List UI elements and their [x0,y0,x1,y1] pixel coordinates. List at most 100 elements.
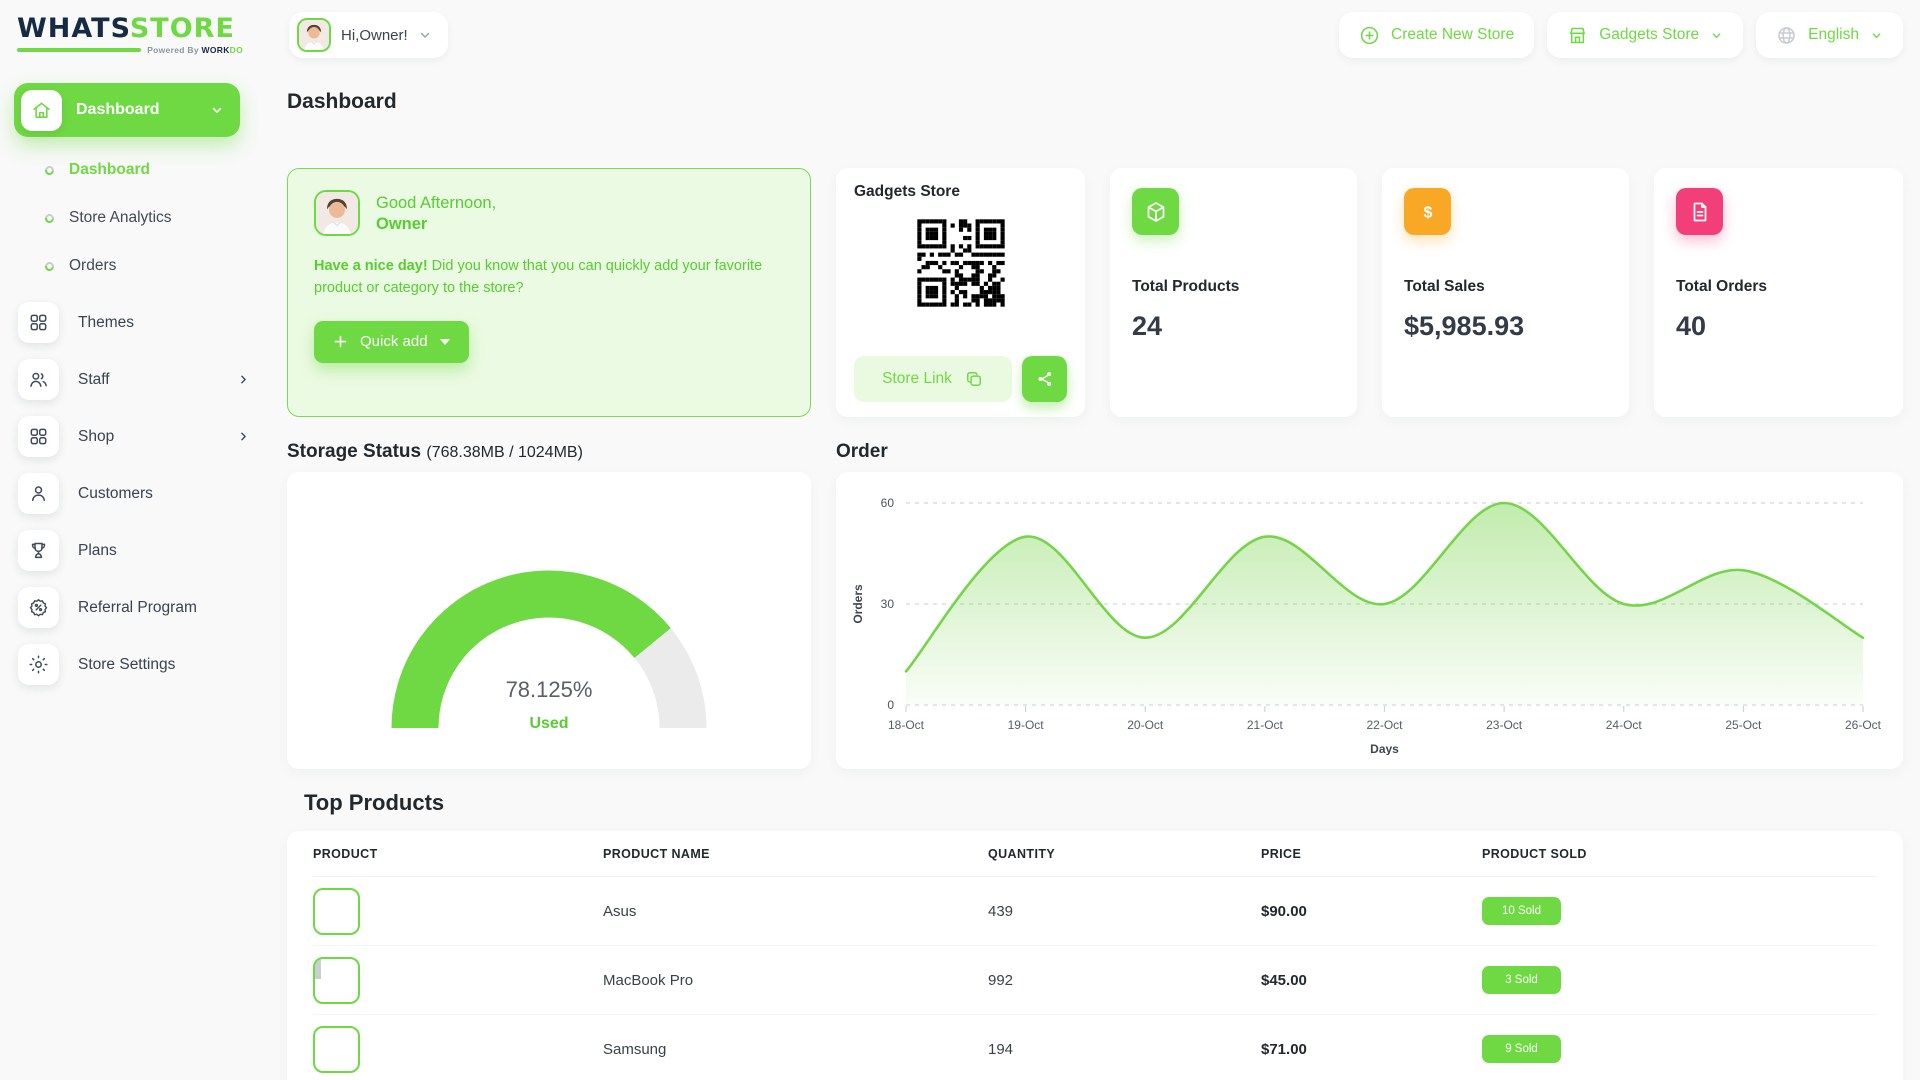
price-cell: $45.00 [1261,971,1307,989]
trophy-icon [18,530,59,571]
chevron-right-icon [237,430,250,443]
user-menu-button[interactable]: Hi,Owner! [289,12,448,58]
sidebar-group-dashboard[interactable]: Dashboard [14,83,240,137]
circle-bullet-icon [43,211,56,225]
sidebar-group-label: Dashboard [76,101,160,118]
brand-name-green: STORE [129,13,235,44]
sidebar-item-plans[interactable]: Plans [14,522,250,579]
stat-card-total-sales: $ Total Sales $5,985.93 [1382,168,1629,417]
stat-card-total-orders: Total Orders 40 [1654,168,1903,417]
user-greeting-label: Hi,Owner! [341,26,408,44]
chevron-down-icon [1870,29,1883,42]
top-bar: WHATSSTORE Powered By WORKDO Hi,Owner! C… [0,0,1920,70]
brand-name-dark: WHATS [17,13,130,44]
copy-icon [964,369,984,389]
sidebar-item-themes[interactable]: Themes [14,294,250,351]
order-heading: Order [836,441,888,462]
sidebar-subitem-orders[interactable]: Orders [14,242,287,290]
circle-bullet-icon [43,259,56,273]
storage-status-heading: Storage Status (768.38MB / 1024MB) [287,441,811,463]
stat-label: Total Orders [1676,278,1768,295]
gear-icon [18,644,59,685]
qr-code-image [908,211,1013,315]
svg-text:Orders: Orders [851,584,865,624]
column-header-price: PRICE [1261,846,1302,861]
fireworks-image [313,1025,360,1073]
home-icon [21,89,62,131]
create-new-store-button[interactable]: Create New Store [1339,12,1535,58]
sidebar-item-staff[interactable]: Staff [14,351,250,408]
store-switcher-button[interactable]: Gadgets Store [1547,12,1744,58]
price-cell: $71.00 [1261,1040,1307,1058]
sidebar-menu: Themes Staff Shop Customers Plans Referr… [14,294,287,693]
main-content: Dashboard Good Afternoon, Owner Have a n… [287,70,1920,1080]
store-qr-card: Gadgets Store Store Link [836,168,1085,417]
share-nodes-icon [1036,370,1054,388]
sidebar-subitem-store-analytics[interactable]: Store Analytics [14,194,287,242]
store-switcher-label: Gadgets Store [1599,26,1700,43]
brand-wordmark: WHATSSTORE [17,15,243,42]
svg-text:19-Oct: 19-Oct [1008,718,1045,732]
create-new-store-label: Create New Store [1391,26,1515,43]
caret-down-icon [439,338,450,345]
svg-text:60: 60 [881,496,895,510]
greeting-message: Have a nice day! Did you know that you c… [314,255,774,300]
product-name-cell: Asus [603,902,637,920]
users-icon [18,359,59,400]
order-area-chart: 0 30 60 18-Oct 19-Oct 20-Oct 21-Oct 22-Oct 23-Oc… [851,496,1882,755]
sidebar-item-shop[interactable]: Shop [14,408,250,465]
table-row: Samsung 194 $71.00 9 Sold [313,1015,1877,1080]
grid-icon [18,302,59,343]
svg-text:23-Oct: 23-Oct [1486,718,1523,732]
store-card-title: Gadgets Store [854,183,960,200]
product-sold-badge: 10 Sold [1482,897,1561,925]
top-bar-actions: Create New Store Gadgets Store English [1339,12,1903,58]
column-header-quantity: QUANTITY [988,846,1056,861]
chevron-down-icon [418,28,432,42]
storage-gauge-chart [391,570,707,729]
avatar [314,190,360,236]
product-sold-badge: 9 Sold [1482,1035,1561,1063]
badge-percent-icon [18,587,59,628]
dollar-icon: $ [1404,188,1451,235]
table-body: Asus 439 $90.00 10 Sold MacBook Pro 992 … [313,877,1877,1080]
svg-text:18-Oct: 18-Oct [888,718,925,732]
table-row: MacBook Pro 992 $45.00 3 Sold [313,946,1877,1015]
greeting-message-bold: Have a nice day! [314,258,428,274]
plus-icon [333,334,348,349]
sidebar-item-customers[interactable]: Customers [14,465,250,522]
chevron-down-icon [1710,29,1723,42]
language-label: English [1808,26,1859,43]
stat-value: $5,985.93 [1404,311,1525,341]
quick-add-button[interactable]: Quick add [314,320,469,363]
brand-tagline: Powered By WORKDO [17,45,243,55]
product-sold-badge: 3 Sold [1482,966,1561,994]
price-cell: $90.00 [1261,902,1307,920]
laptop-image [313,887,360,935]
summary-cards-row: Good Afternoon, Owner Have a nice day! D… [287,168,1903,417]
globe-icon [1776,25,1797,46]
svg-text:30: 30 [881,597,895,611]
greeting-message-rest: Did you know that you can quickly add yo… [314,258,763,297]
sidebar-item-referral-program[interactable]: Referral Program [14,579,250,636]
storefront-icon [1567,25,1588,46]
svg-text:20-Oct: 20-Oct [1127,718,1164,732]
order-chart-card: 0 30 60 18-Oct 19-Oct 20-Oct 21-Oct 22-Oct 23-Oc… [836,472,1903,769]
column-header-product: PRODUCT [313,846,378,861]
product-name-cell: MacBook Pro [603,971,694,989]
storage-status-title: Storage Status [287,441,422,462]
sidebar-subitem-dashboard[interactable]: Dashboard [14,146,287,194]
svg-text:21-Oct: 21-Oct [1247,718,1284,732]
invoice-icon [1676,188,1723,235]
svg-text:0: 0 [887,698,894,712]
column-header-product-sold: PRODUCT SOLD [1482,846,1587,861]
language-selector-button[interactable]: English [1756,12,1903,58]
sidebar-item-store-settings[interactable]: Store Settings [14,636,250,693]
chevron-down-icon [210,103,224,117]
chevron-right-icon [237,373,250,386]
store-link-button[interactable]: Store Link [854,356,1012,402]
quick-add-label: Quick add [360,333,428,351]
share-button[interactable] [1022,356,1067,402]
brand-underline [17,48,142,52]
top-products-title: Top Products [304,790,445,815]
